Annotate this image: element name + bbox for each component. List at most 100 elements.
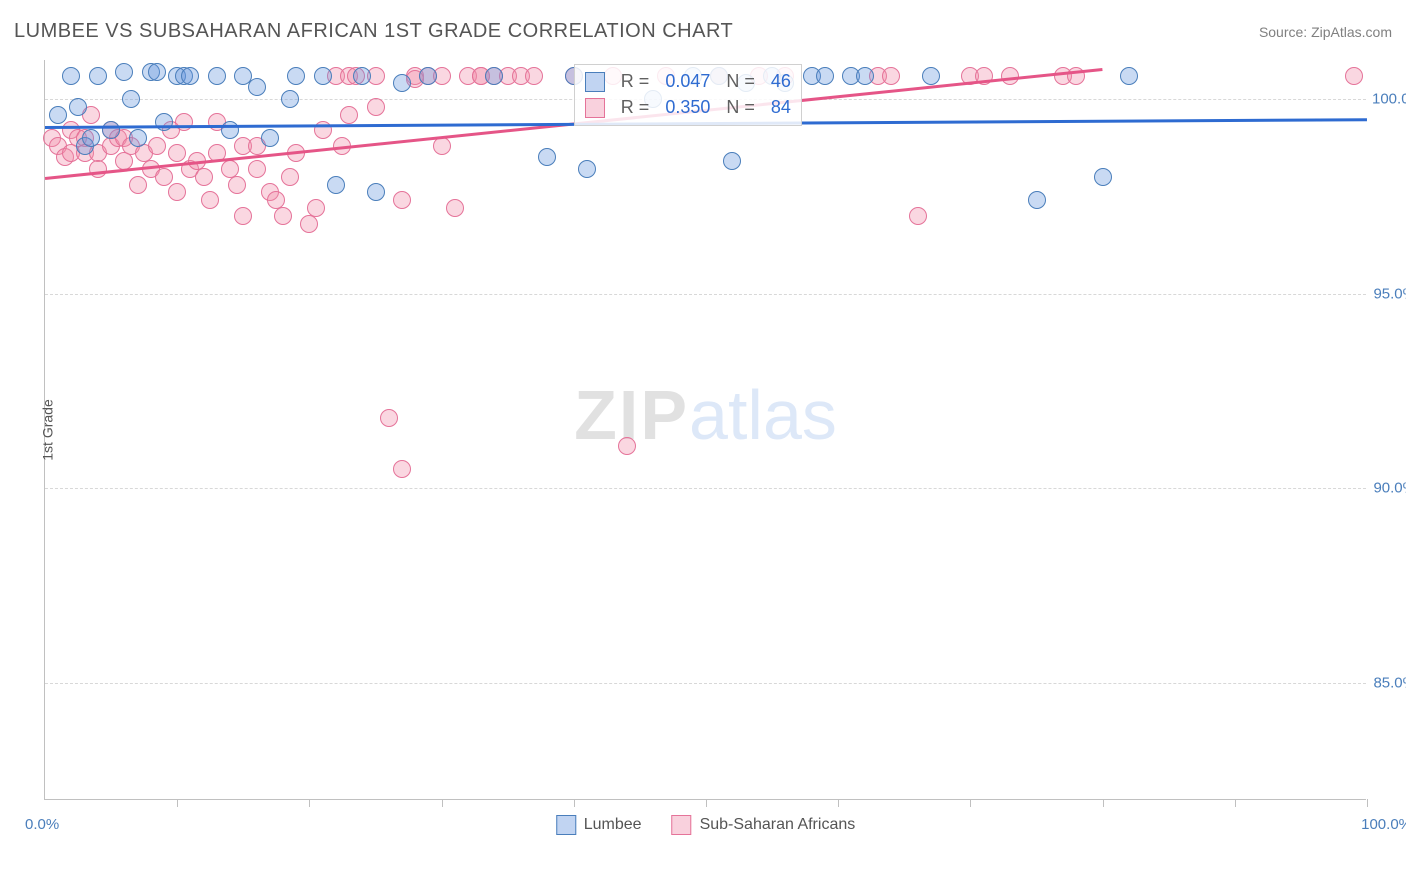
data-point-subsaharan [148, 137, 166, 155]
x-axis-min-label: 0.0% [25, 816, 59, 833]
data-point-lumbee [419, 67, 437, 85]
data-point-lumbee [82, 129, 100, 147]
gridline [45, 683, 1366, 684]
stat-n-value: 84 [771, 97, 791, 118]
data-point-subsaharan [129, 176, 147, 194]
data-point-lumbee [281, 90, 299, 108]
data-point-subsaharan [274, 207, 292, 225]
data-point-subsaharan [380, 409, 398, 427]
data-point-lumbee [314, 67, 332, 85]
data-point-lumbee [129, 129, 147, 147]
source-label: Source: ZipAtlas.com [1259, 24, 1392, 40]
stats-row: R =0.350N =84 [585, 95, 791, 121]
data-point-lumbee [89, 67, 107, 85]
data-point-lumbee [367, 183, 385, 201]
legend-swatch-pink [672, 815, 692, 835]
legend-swatch-blue [556, 815, 576, 835]
data-point-subsaharan [248, 160, 266, 178]
stat-n-value: 46 [771, 71, 791, 92]
legend-item-subsaharan: Sub-Saharan Africans [672, 815, 856, 835]
x-tick [970, 799, 971, 807]
x-tick [706, 799, 707, 807]
data-point-lumbee [208, 67, 226, 85]
data-point-subsaharan [525, 67, 543, 85]
title-row: LUMBEE VS SUBSAHARAN AFRICAN 1ST GRADE C… [14, 20, 1392, 43]
x-tick [442, 799, 443, 807]
x-tick [838, 799, 839, 807]
data-point-subsaharan [168, 183, 186, 201]
watermark-atlas: atlas [689, 376, 837, 454]
data-point-subsaharan [882, 67, 900, 85]
data-point-subsaharan [393, 191, 411, 209]
data-point-lumbee [578, 160, 596, 178]
data-point-subsaharan [201, 191, 219, 209]
data-point-subsaharan [446, 199, 464, 217]
data-point-lumbee [221, 121, 239, 139]
gridline [45, 294, 1366, 295]
plot-area: 1st Grade ZIPatlas 0.0% 100.0% Lumbee Su… [44, 60, 1366, 800]
data-point-lumbee [155, 113, 173, 131]
data-point-lumbee [856, 67, 874, 85]
data-point-subsaharan [909, 207, 927, 225]
stat-r-label: R = [621, 71, 650, 92]
watermark: ZIPatlas [574, 375, 837, 455]
data-point-lumbee [102, 121, 120, 139]
data-point-lumbee [62, 67, 80, 85]
y-axis-title: 1st Grade [40, 399, 56, 460]
data-point-lumbee [248, 78, 266, 96]
data-point-subsaharan [1345, 67, 1363, 85]
data-point-subsaharan [175, 113, 193, 131]
x-tick [1103, 799, 1104, 807]
data-point-subsaharan [300, 215, 318, 233]
data-point-subsaharan [228, 176, 246, 194]
stats-row: R = 0.047 N = 46 [585, 69, 791, 95]
y-tick-label: 85.0% [1372, 675, 1406, 692]
legend-item-lumbee: Lumbee [556, 815, 642, 835]
stats-swatch [585, 98, 605, 118]
stat-r-value: 0.350 [665, 97, 710, 118]
legend-label-subsaharan: Sub-Saharan Africans [700, 816, 856, 834]
data-point-lumbee [485, 67, 503, 85]
data-point-lumbee [69, 98, 87, 116]
data-point-lumbee [816, 67, 834, 85]
y-tick-label: 100.0% [1372, 90, 1406, 107]
y-tick-label: 90.0% [1372, 480, 1406, 497]
stat-n-label: N = [726, 71, 755, 92]
legend: Lumbee Sub-Saharan Africans [556, 815, 855, 835]
data-point-subsaharan [168, 144, 186, 162]
gridline [45, 488, 1366, 489]
data-point-lumbee [287, 67, 305, 85]
data-point-lumbee [122, 90, 140, 108]
x-axis-max-label: 100.0% [1361, 816, 1406, 833]
data-point-lumbee [393, 74, 411, 92]
stat-r-value: 0.047 [665, 71, 710, 92]
data-point-lumbee [353, 67, 371, 85]
data-point-lumbee [1120, 67, 1138, 85]
data-point-subsaharan [1001, 67, 1019, 85]
data-point-lumbee [723, 152, 741, 170]
chart-container: LUMBEE VS SUBSAHARAN AFRICAN 1ST GRADE C… [0, 0, 1406, 892]
data-point-lumbee [1028, 191, 1046, 209]
data-point-subsaharan [281, 168, 299, 186]
y-tick-label: 95.0% [1372, 285, 1406, 302]
stat-r-label: R = [621, 97, 650, 118]
data-point-subsaharan [195, 168, 213, 186]
data-point-lumbee [922, 67, 940, 85]
data-point-subsaharan [234, 207, 252, 225]
data-point-subsaharan [155, 168, 173, 186]
data-point-subsaharan [340, 106, 358, 124]
data-point-subsaharan [618, 437, 636, 455]
data-point-subsaharan [367, 98, 385, 116]
chart-title: LUMBEE VS SUBSAHARAN AFRICAN 1ST GRADE C… [14, 20, 733, 43]
data-point-subsaharan [393, 460, 411, 478]
data-point-lumbee [538, 148, 556, 166]
data-point-lumbee [327, 176, 345, 194]
x-tick [309, 799, 310, 807]
x-tick [1367, 799, 1368, 807]
x-tick [1235, 799, 1236, 807]
data-point-subsaharan [89, 160, 107, 178]
data-point-lumbee [181, 67, 199, 85]
x-tick [177, 799, 178, 807]
x-tick [574, 799, 575, 807]
data-point-subsaharan [307, 199, 325, 217]
